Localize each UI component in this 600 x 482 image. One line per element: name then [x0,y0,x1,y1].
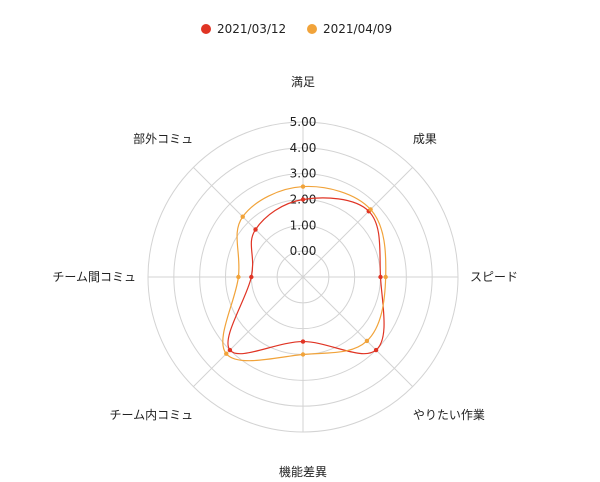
legend-label: 2021/03/12 [217,22,286,36]
series-layer [222,184,388,362]
tick-label: 5.00 [290,115,317,129]
series-point [368,207,373,212]
series-point [249,274,254,280]
series-point [227,347,233,353]
series-point [236,274,241,280]
tick-label: 3.00 [290,167,317,181]
series-point [253,227,258,232]
series-point [224,351,229,356]
series-point [383,274,388,280]
series-point [300,197,306,202]
axis-label: 満足 [291,75,315,89]
grid-spoke [193,276,304,387]
axis-label: チーム間コミュ [52,270,136,284]
grid-spoke [302,276,413,387]
series-point [378,274,383,280]
tick-label: 1.00 [290,218,317,232]
axis-label: チーム内コミュ [109,408,193,422]
grid-spoke [193,167,304,278]
series-line [222,185,387,362]
tick-label: 4.00 [290,141,317,155]
axis-label: スピード [470,270,518,284]
grid-spoke [302,167,413,278]
axis-label: 機能差異 [279,464,327,479]
legend-marker [201,24,211,34]
axis-label: 部外コミュ [133,131,193,146]
series-point [364,338,370,344]
series-point [300,352,306,357]
series-point [240,214,245,219]
tick-label: 0.00 [290,244,317,258]
legend-item[interactable]: 2021/03/12 [201,22,286,36]
series-point [373,347,379,353]
series-point [300,339,306,344]
legend-item[interactable]: 2021/04/09 [307,22,392,36]
axis-label: やりたい作業 [413,408,485,422]
legend-marker [307,24,317,34]
radial-tick-labels: 0.001.002.003.004.005.00 [290,115,317,258]
series-point [300,184,306,189]
legend-label: 2021/04/09 [323,22,392,36]
legend: 2021/03/12 2021/04/09 [201,22,392,36]
axis-label: 成果 [413,132,437,146]
